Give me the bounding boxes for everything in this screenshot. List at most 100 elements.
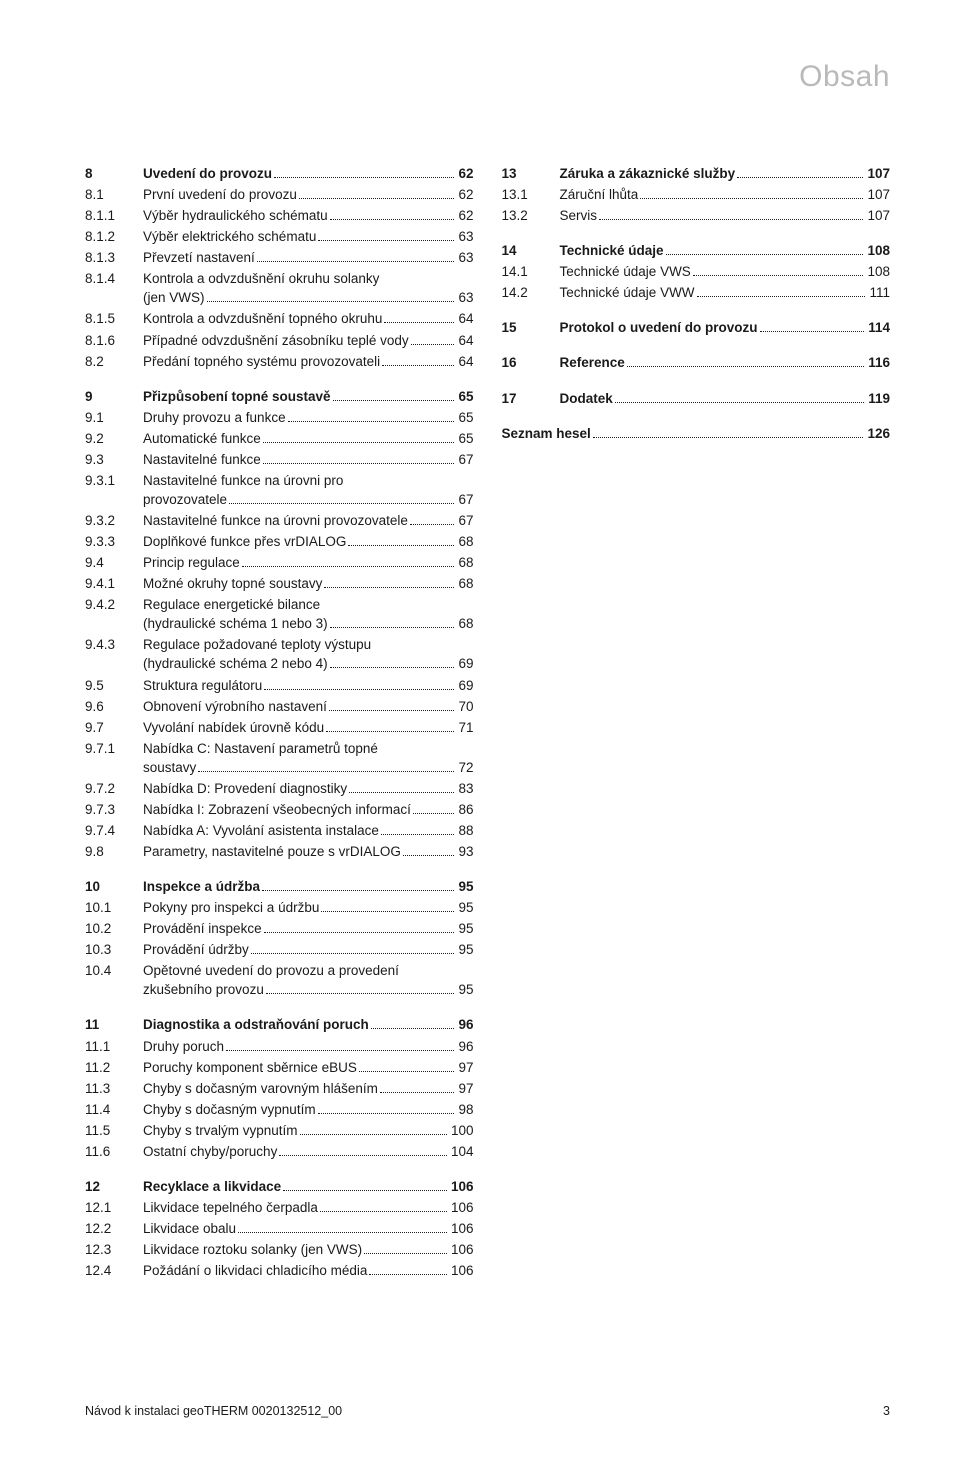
toc-page: 64 bbox=[456, 352, 473, 372]
toc-title: (jen VWS) bbox=[143, 288, 205, 308]
toc-row: 12.1 Likvidace tepelného čerpadla 106 bbox=[85, 1198, 474, 1218]
toc-title: Uvedení do provozu bbox=[143, 164, 272, 184]
toc-num: 12.3 bbox=[85, 1240, 143, 1260]
toc-page: 83 bbox=[456, 779, 473, 799]
toc-num: 9 bbox=[85, 387, 143, 407]
toc-page: 96 bbox=[456, 1037, 473, 1057]
toc-page: 62 bbox=[456, 164, 473, 184]
toc-continuation: soustavy 72 bbox=[85, 758, 474, 778]
toc-num: 12.4 bbox=[85, 1261, 143, 1281]
toc-row: 10.4 Opětovné uvedení do provozu a prove… bbox=[85, 961, 474, 981]
toc-leader-dots bbox=[264, 689, 454, 690]
toc-row: 8.2 Předání topného systému provozovatel… bbox=[85, 352, 474, 372]
toc-leader-dots bbox=[330, 627, 455, 628]
toc-num: 13.2 bbox=[502, 206, 560, 226]
toc-title: Nabídka A: Vyvolání asistenta instalace bbox=[143, 821, 379, 841]
toc-num: 12 bbox=[85, 1177, 143, 1197]
toc-page: 67 bbox=[456, 490, 473, 510]
toc-row: 9.7.3 Nabídka I: Zobrazení všeobecných i… bbox=[85, 800, 474, 820]
toc-title: Struktura regulátoru bbox=[143, 676, 262, 696]
toc-leader-dots bbox=[330, 667, 455, 668]
toc-row: 14 Technické údaje 108 bbox=[502, 241, 891, 261]
toc-title: Kontrola a odvzdušnění okruhu solanky bbox=[143, 269, 379, 289]
toc-num: 11.6 bbox=[85, 1142, 143, 1162]
toc-num: 8.1 bbox=[85, 185, 143, 205]
toc-num: 10.3 bbox=[85, 940, 143, 960]
toc-leader-dots bbox=[693, 275, 864, 276]
toc-title: Likvidace obalu bbox=[143, 1219, 236, 1239]
toc-leader-dots bbox=[413, 813, 455, 814]
toc-title: Recyklace a likvidace bbox=[143, 1177, 281, 1197]
toc-num: 11.4 bbox=[85, 1100, 143, 1120]
toc-columns: 8 Uvedení do provozu 62 8.1 První uveden… bbox=[85, 164, 890, 1282]
toc-num: 9.7.3 bbox=[85, 800, 143, 820]
toc-title: soustavy bbox=[143, 758, 196, 778]
toc-continuation: (hydraulické schéma 1 nebo 3) 68 bbox=[85, 614, 474, 634]
toc-title: Diagnostika a odstraňování poruch bbox=[143, 1015, 369, 1035]
toc-row: 9.7.4 Nabídka A: Vyvolání asistenta inst… bbox=[85, 821, 474, 841]
toc-leader-dots bbox=[627, 366, 864, 367]
toc-page: 68 bbox=[456, 553, 473, 573]
toc-num: 8.1.4 bbox=[85, 269, 143, 289]
toc-leader-dots bbox=[318, 1113, 455, 1114]
toc-leader-dots bbox=[300, 1134, 447, 1135]
toc-row: 11.6 Ostatní chyby/poruchy 104 bbox=[85, 1142, 474, 1162]
toc-page: 63 bbox=[456, 227, 473, 247]
toc-page: 107 bbox=[865, 206, 890, 226]
toc-num: 11 bbox=[85, 1015, 143, 1035]
toc-leader-dots bbox=[326, 731, 454, 732]
toc-row: 15 Protokol o uvedení do provozu 114 bbox=[502, 318, 891, 338]
toc-continuation: (jen VWS) 63 bbox=[85, 288, 474, 308]
toc-row: 11.1 Druhy poruch 96 bbox=[85, 1037, 474, 1057]
toc-num: 14.2 bbox=[502, 283, 560, 303]
toc-title: Převzetí nastavení bbox=[143, 248, 255, 268]
toc-num: 9.6 bbox=[85, 697, 143, 717]
toc-leader-dots bbox=[321, 911, 454, 912]
toc-leader-dots bbox=[198, 771, 454, 772]
toc-title: Nastavitelné funkce na úrovni provozovat… bbox=[143, 511, 408, 531]
toc-row: 8.1.4 Kontrola a odvzdušnění okruhu sola… bbox=[85, 269, 474, 289]
toc-title: Výběr hydraulického schématu bbox=[143, 206, 328, 226]
toc-page: 126 bbox=[865, 424, 890, 444]
toc-row: 14.2 Technické údaje VWW 111 bbox=[502, 283, 891, 303]
toc-row: 9.4.2 Regulace energetické bilance bbox=[85, 595, 474, 615]
toc-num: 11.3 bbox=[85, 1079, 143, 1099]
toc-leader-dots bbox=[380, 1092, 455, 1093]
toc-row: 14.1 Technické údaje VWS 108 bbox=[502, 262, 891, 282]
toc-title: Obnovení výrobního nastavení bbox=[143, 697, 327, 717]
toc-page: 63 bbox=[456, 288, 473, 308]
toc-title: Regulace požadované teploty výstupu bbox=[143, 635, 371, 655]
toc-title: Provádění inspekce bbox=[143, 919, 262, 939]
toc-num: 8 bbox=[85, 164, 143, 184]
toc-row: 8.1.1 Výběr hydraulického schématu 62 bbox=[85, 206, 474, 226]
toc-row: 10 Inspekce a údržba 95 bbox=[85, 877, 474, 897]
toc-page: 95 bbox=[456, 980, 473, 1000]
toc-title: Ostatní chyby/poruchy bbox=[143, 1142, 277, 1162]
toc-title: Nabídka C: Nastavení parametrů topné bbox=[143, 739, 378, 759]
toc-leader-dots bbox=[283, 1190, 447, 1191]
toc-leader-dots bbox=[593, 437, 864, 438]
toc-title: provozovatele bbox=[143, 490, 227, 510]
toc-row: 9.4 Princip regulace 68 bbox=[85, 553, 474, 573]
toc-page: 64 bbox=[456, 309, 473, 329]
toc-row: 9.3.3 Doplňkové funkce přes vrDIALOG 68 bbox=[85, 532, 474, 552]
toc-row: 13 Záruka a zákaznické služby 107 bbox=[502, 164, 891, 184]
toc-row: 11.2 Poruchy komponent sběrnice eBUS 97 bbox=[85, 1058, 474, 1078]
toc-page: 65 bbox=[456, 429, 473, 449]
toc-title: Opětovné uvedení do provozu a provedení bbox=[143, 961, 399, 981]
toc-num: 10 bbox=[85, 877, 143, 897]
toc-row: 8.1 První uvedení do provozu 62 bbox=[85, 185, 474, 205]
toc-num: 8.1.5 bbox=[85, 309, 143, 329]
toc-leader-dots bbox=[599, 219, 863, 220]
toc-title: Záruční lhůta bbox=[560, 185, 639, 205]
toc-row: 9.7.1 Nabídka C: Nastavení parametrů top… bbox=[85, 739, 474, 759]
toc-row: 11.5 Chyby s trvalým vypnutím 100 bbox=[85, 1121, 474, 1141]
toc-row: 9.5 Struktura regulátoru 69 bbox=[85, 676, 474, 696]
toc-title: Nastavitelné funkce na úrovni pro bbox=[143, 471, 343, 491]
toc-num: 9.7.4 bbox=[85, 821, 143, 841]
toc-row: 9.1 Druhy provozu a funkce 65 bbox=[85, 408, 474, 428]
toc-leader-dots bbox=[251, 953, 455, 954]
toc-leader-dots bbox=[238, 1232, 447, 1233]
toc-title: Provádění údržby bbox=[143, 940, 249, 960]
page-footer: Návod k instalaci geoTHERM 0020132512_00… bbox=[85, 1404, 890, 1418]
